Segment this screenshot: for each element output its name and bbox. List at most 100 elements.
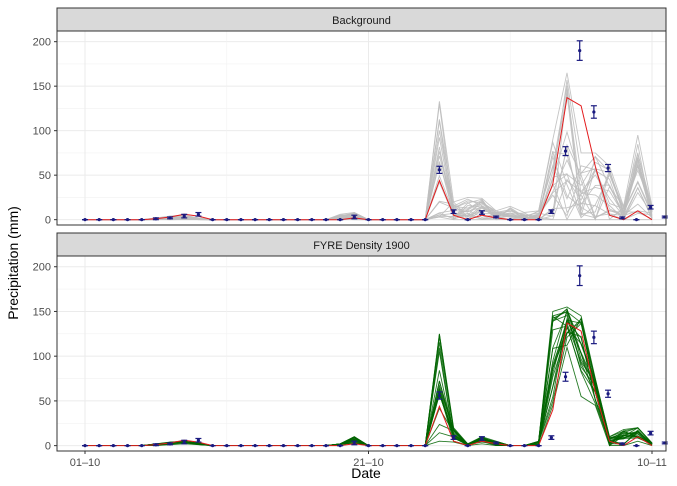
observation-point	[634, 218, 639, 222]
observation-point	[267, 444, 271, 448]
y-tick-label: 50	[39, 170, 51, 182]
observation-point	[239, 444, 243, 448]
observation-point	[537, 444, 541, 448]
observation-point	[352, 215, 356, 219]
observation-point	[239, 218, 243, 222]
observation-point	[563, 149, 568, 153]
panel-2: FYRE Density 1900 0 50 100 150 200 01–10 21–10 1…	[33, 232, 668, 469]
observation-point	[338, 218, 342, 222]
observation-point	[210, 444, 215, 448]
observation-point	[451, 435, 456, 440]
observation-point	[310, 444, 314, 448]
observation-point	[437, 393, 441, 398]
observation-point	[508, 218, 512, 222]
observations	[82, 40, 668, 222]
observation-point	[225, 218, 229, 222]
observation-point	[381, 444, 385, 448]
observation-point	[423, 218, 427, 222]
observation-point	[168, 216, 172, 220]
observation-point	[480, 210, 484, 215]
observation-point	[267, 218, 271, 222]
observation-point	[296, 218, 300, 222]
observation-point	[140, 444, 144, 448]
observations	[82, 265, 668, 448]
y-tick-label: 50	[39, 396, 51, 408]
observation-point	[210, 218, 215, 222]
observation-point	[578, 48, 582, 53]
observation-point	[324, 218, 328, 222]
observation-point	[83, 444, 87, 448]
panel-border	[56, 255, 667, 452]
observation-point	[423, 444, 427, 448]
observation-point	[154, 217, 158, 221]
observation-point	[97, 444, 101, 448]
observation-point	[537, 218, 541, 222]
observation-point	[111, 218, 115, 222]
observation-point	[352, 441, 356, 445]
observation-point	[549, 210, 553, 214]
observation-point	[648, 431, 653, 435]
observation-point	[97, 218, 101, 222]
observation-point	[409, 218, 413, 222]
observation-point	[381, 218, 385, 222]
observation-point	[140, 218, 144, 222]
observation-point	[310, 218, 314, 222]
observation-point	[196, 212, 200, 216]
y-tick-label: 200	[33, 37, 51, 49]
observation-point	[281, 218, 286, 222]
observation-point	[563, 375, 568, 379]
x-tick-label: 10–11	[637, 457, 667, 469]
y-tick-label: 100	[33, 126, 51, 138]
observation-point	[125, 218, 130, 222]
observation-point	[253, 218, 257, 222]
y-tick-label: 0	[45, 441, 51, 453]
observation-point	[606, 166, 610, 170]
observation-point	[154, 443, 158, 447]
observation-point	[494, 441, 498, 445]
observation-point	[296, 444, 300, 448]
observation-point	[409, 444, 413, 448]
observation-point	[395, 218, 399, 222]
facet-title: FYRE Density 1900	[313, 240, 410, 252]
x-axis-label: Date	[351, 465, 381, 481]
observation-point	[508, 444, 512, 448]
x-tick-label: 01–10	[70, 457, 101, 469]
observation-point	[395, 444, 399, 448]
y-tick-label: 0	[45, 215, 51, 227]
facet-title: Background	[332, 15, 391, 27]
observation-point	[648, 205, 653, 209]
observation-point	[168, 442, 172, 446]
panel-1: Background 0 50 100 150 200	[33, 7, 668, 227]
observation-point	[549, 435, 553, 440]
x-tick-label: 21–10	[353, 457, 384, 469]
y-axis-label: Precipitation (mm)	[5, 206, 21, 320]
observation-point	[620, 442, 624, 446]
observation-point	[281, 444, 286, 448]
observation-point	[338, 444, 342, 448]
y-tick-label: 150	[33, 81, 51, 93]
observation-point	[466, 444, 470, 448]
observation-point	[225, 444, 229, 448]
observation-point	[606, 392, 610, 396]
observation-point	[592, 110, 596, 114]
observation-point	[111, 444, 115, 448]
observation-point	[480, 436, 484, 441]
observation-point	[494, 215, 498, 219]
y-tick-label: 200	[33, 262, 51, 274]
panel-border	[56, 30, 667, 226]
observation-point	[196, 438, 200, 442]
observation-point	[366, 444, 371, 448]
grid	[57, 256, 666, 451]
observation-point	[83, 218, 87, 222]
observation-point	[125, 444, 130, 448]
observation-point	[366, 218, 371, 222]
observation-point	[522, 218, 527, 222]
observation-point	[437, 168, 441, 172]
observation-point	[182, 214, 186, 218]
observation-point	[451, 210, 456, 214]
observation-point	[592, 335, 596, 339]
observation-point	[182, 440, 186, 444]
observation-point	[324, 444, 328, 448]
observation-point	[578, 274, 582, 278]
